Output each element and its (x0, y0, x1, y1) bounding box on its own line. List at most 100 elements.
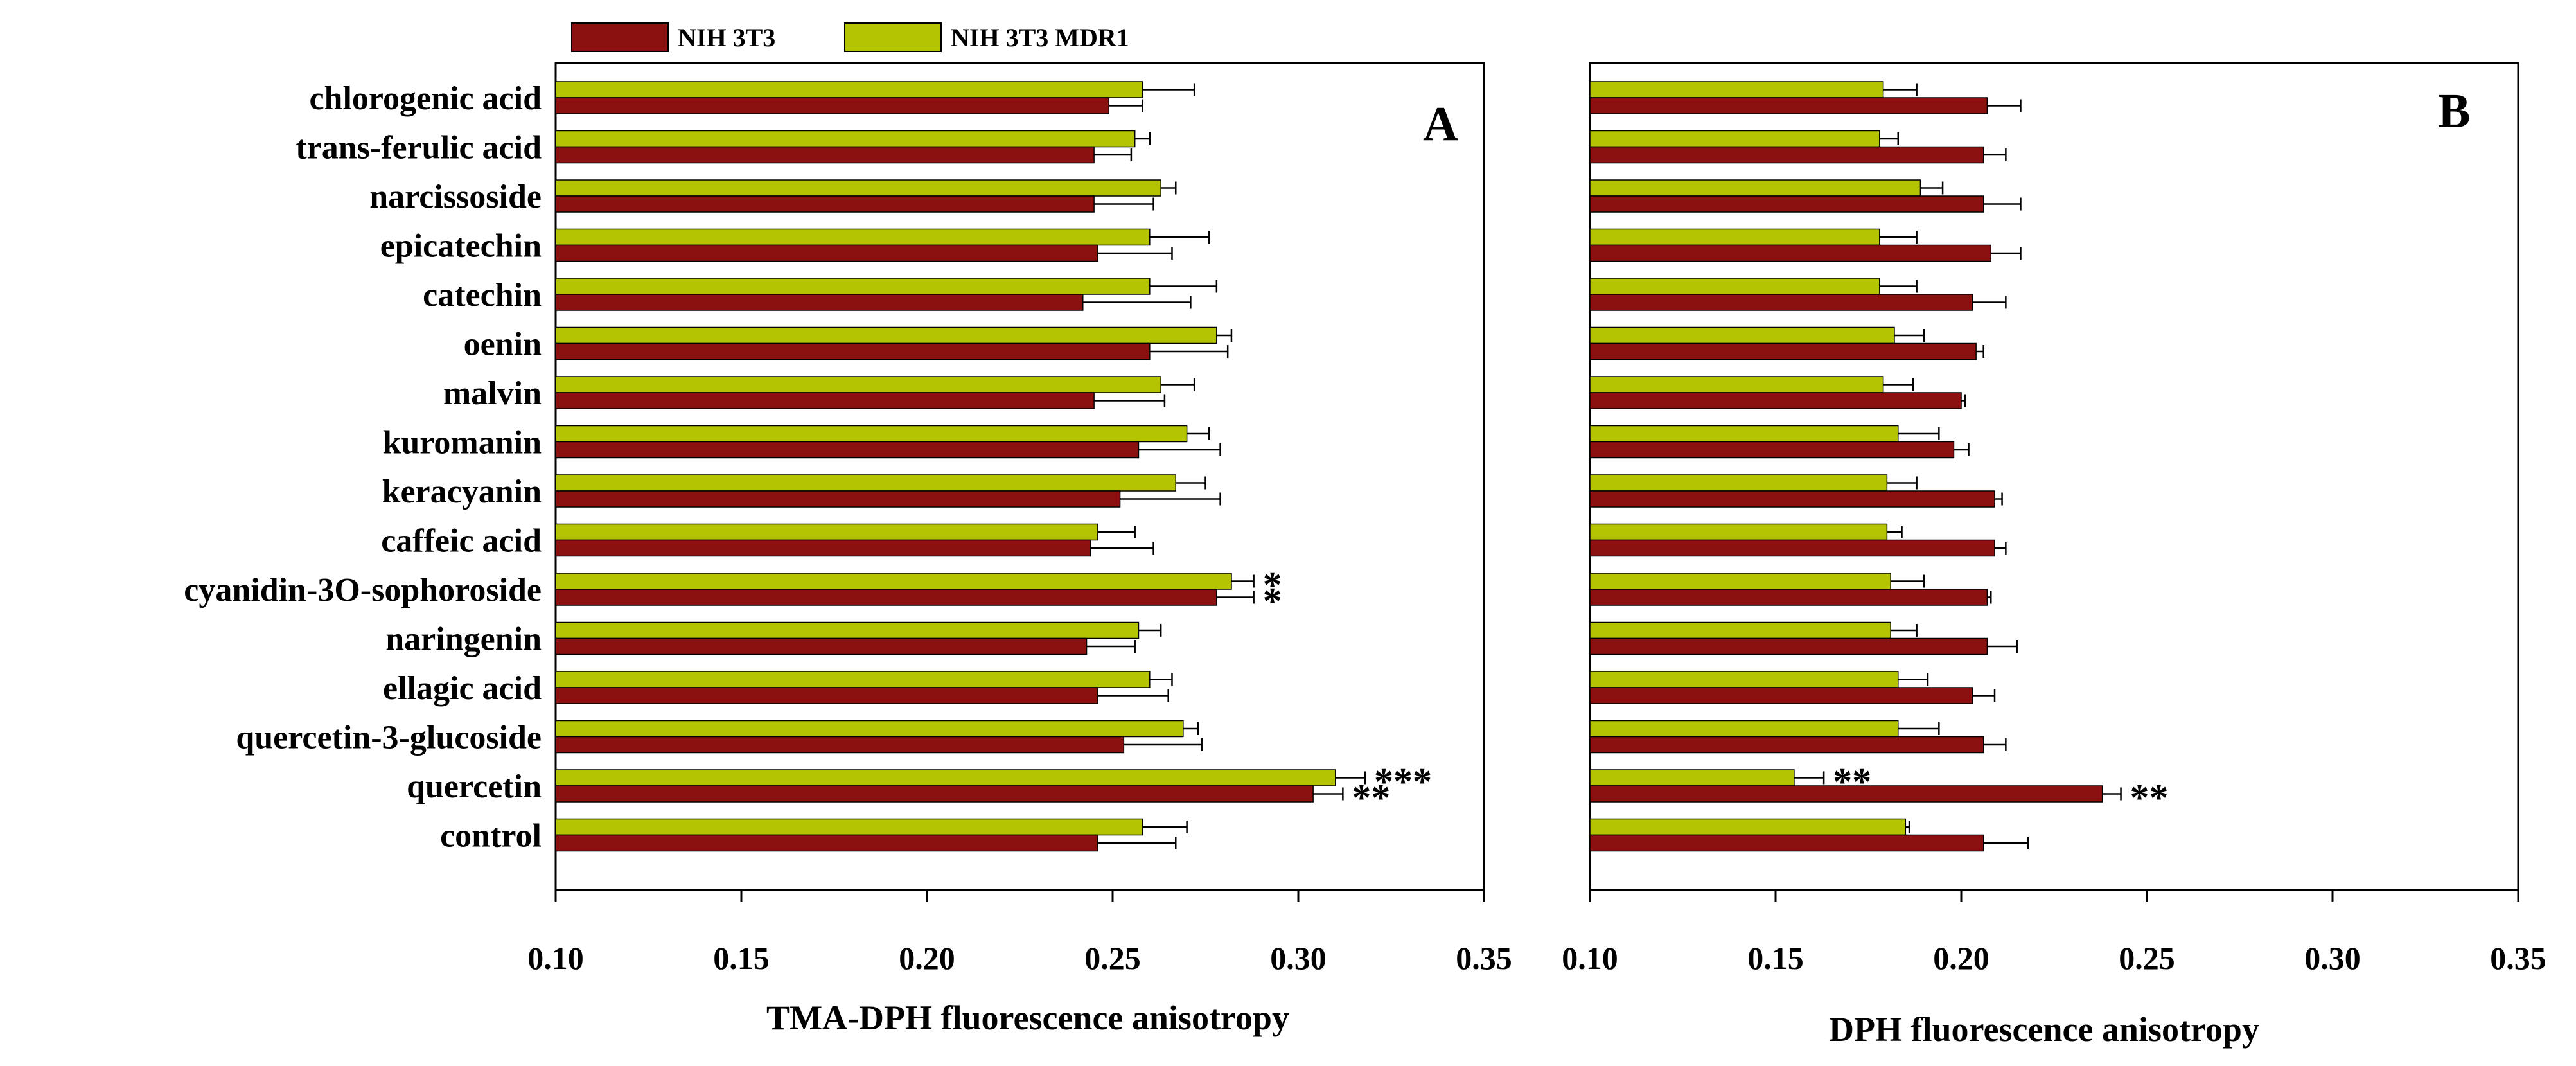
panel-b-bar-nih-3t3-oenin (1589, 342, 1977, 360)
panel-b-x-tick-label: 0.30 (2304, 940, 2361, 976)
panel-b-bar-nih-3t3-mdr1-trans-ferulic-acid (1589, 130, 1880, 148)
panel-a-bar-nih-3t3-mdr1-chlorogenic-acid (555, 81, 1143, 98)
legend: NIH 3T3 NIH 3T3 MDR1 (571, 22, 1129, 52)
panel-a-bar-nih-3t3-cyanidin-3o-sophoroside (555, 589, 1217, 606)
panel-b-bar-nih-3t3-cyanidin-3o-sophoroside (1589, 589, 1988, 606)
panel-a-bar-nih-3t3-mdr1-quercetin-3-glucoside (555, 720, 1184, 738)
panel-b-bar-nih-3t3-caffeic-acid (1589, 539, 1995, 557)
panel-b-bar-nih-3t3-malvin (1589, 392, 1962, 409)
category-label-cyanidin-3o-sophoroside: cyanidin-3O-sophoroside (184, 572, 542, 609)
panel-b-bar-nih-3t3-kuromanin (1589, 441, 1955, 459)
panel-b-bar-nih-3t3-ellagic-acid (1589, 687, 1973, 704)
panel-b-bar-nih-3t3-naringenin (1589, 637, 1988, 655)
panel-b-bar-nih-3t3-quercetin (1589, 785, 2103, 803)
panel-a-bar-nih-3t3-narcissoside (555, 195, 1095, 213)
panel-a-x-tick-label: 0.15 (713, 940, 770, 976)
panel-b-bar-nih-3t3-mdr1-chlorogenic-acid (1589, 81, 1884, 98)
panel-a-bar-nih-3t3-mdr1-naringenin (555, 621, 1140, 639)
panel-b-bar-nih-3t3-chlorogenic-acid (1589, 97, 1988, 114)
panel-a-x-axis-title: TMA-DPH fluorescence anisotropy (766, 999, 1289, 1037)
panel-a-bar-nih-3t3-mdr1-ellagic-acid (555, 671, 1151, 688)
category-label-kuromanin: kuromanin (382, 425, 542, 461)
panel-b-bar-nih-3t3-mdr1-naringenin (1589, 621, 1891, 639)
category-label-catechin: catechin (423, 277, 542, 314)
panel-a-significance-nih-3t3-cyanidin-3o-sophoroside: * (1263, 580, 1282, 623)
panel-a-x-tick-label: 0.30 (1270, 940, 1327, 976)
panel-a-x-axis: 0.10 0.15 0.20 0.25 0.30 0.35 (527, 890, 1512, 976)
panel-b-bar-nih-3t3-mdr1-quercetin-3-glucoside (1589, 720, 1899, 738)
panel-a-x-tick-label: 0.25 (1084, 940, 1141, 976)
panel-a-bar-nih-3t3-control (555, 834, 1098, 852)
panel-a-significance-nih-3t3-mdr1-quercetin: *** (1374, 761, 1432, 803)
panel-a-bar-nih-3t3-epicatechin (555, 244, 1098, 262)
panel-b-bar-nih-3t3-mdr1-narcissoside (1589, 179, 1921, 197)
category-label-epicatechin: epicatechin (380, 228, 542, 265)
panel-a-x-tick-label: 0.20 (899, 940, 955, 976)
panel-b-letter: B (2438, 84, 2471, 138)
panel-b-bar-nih-3t3-mdr1-kuromanin (1589, 425, 1899, 443)
panel-a-bar-nih-3t3-mdr1-narcissoside (555, 179, 1161, 197)
category-label-chlorogenic-acid: chlorogenic acid (309, 80, 542, 117)
panel-b-bar-nih-3t3-quercetin-3-glucoside (1589, 736, 1984, 754)
panel-b-bar-nih-3t3-mdr1-cyanidin-3o-sophoroside (1589, 573, 1891, 590)
category-label-naringenin: naringenin (385, 621, 542, 658)
panel-a-bar-nih-3t3-quercetin (555, 785, 1314, 803)
panel-b-x-tick-label: 0.20 (1933, 940, 1989, 976)
panel-a: ******* 0.10 0.15 0.20 0.25 0.30 0.35 A TMA-D… (527, 62, 1512, 1037)
panel-b-bar-nih-3t3-trans-ferulic-acid (1589, 146, 1984, 164)
category-label-trans-ferulic-acid: trans-ferulic acid (296, 130, 542, 166)
legend-swatch-nih-3t3-mdr1 (844, 22, 942, 52)
panel-b-bar-nih-3t3-mdr1-oenin (1589, 326, 1895, 344)
category-label-oenin: oenin (464, 326, 542, 363)
category-label-quercetin-3-glucoside: quercetin-3-glucoside (236, 720, 542, 756)
category-label-quercetin: quercetin (407, 768, 542, 805)
category-label-narcissoside: narcissoside (369, 179, 542, 215)
panel-a-bar-nih-3t3-chlorogenic-acid (555, 97, 1109, 114)
panel-b-bar-nih-3t3-narcissoside (1589, 195, 1984, 213)
panel-a-bar-nih-3t3-keracyanin (555, 490, 1121, 508)
panel-a-bar-nih-3t3-ellagic-acid (555, 687, 1098, 704)
panel-a-bar-nih-3t3-mdr1-control (555, 818, 1143, 836)
panel-a-bar-nih-3t3-mdr1-quercetin (555, 769, 1336, 786)
panel-a-letter: A (1423, 97, 1458, 151)
panel-b-bar-nih-3t3-mdr1-quercetin (1589, 769, 1795, 786)
category-label-keracyanin: keracyanin (382, 474, 542, 510)
panel-b-marks: ** ** (1589, 81, 2169, 852)
legend-label-nih-3t3-mdr1: NIH 3T3 MDR1 (951, 23, 1129, 52)
panel-b-bar-nih-3t3-catechin (1589, 294, 1973, 311)
panel-b-x-tick-label: 0.15 (1747, 940, 1804, 976)
panel-a-x-tick-label: 0.35 (1456, 940, 1512, 976)
panel-b-bar-nih-3t3-control (1589, 834, 1984, 852)
panel-b-x-tick-label: 0.35 (2490, 940, 2546, 976)
panel-b-bar-nih-3t3-mdr1-ellagic-acid (1589, 671, 1899, 688)
panel-b-bar-nih-3t3-mdr1-caffeic-acid (1589, 523, 1888, 541)
panel-a-bar-nih-3t3-kuromanin (555, 441, 1140, 459)
panel-a-bar-nih-3t3-catechin (555, 294, 1084, 311)
category-label-control: control (440, 818, 542, 855)
panel-a-bar-nih-3t3-quercetin-3-glucoside (555, 736, 1125, 754)
legend-label-nih-3t3: NIH 3T3 (678, 23, 775, 52)
panel-a-bar-nih-3t3-naringenin (555, 637, 1088, 655)
panel-b-x-axis-title: DPH fluorescence anisotropy (1829, 1010, 2259, 1049)
panel-a-bar-nih-3t3-mdr1-malvin (555, 376, 1161, 393)
category-label-ellagic-acid: ellagic acid (383, 670, 542, 707)
panel-b-bar-nih-3t3-mdr1-catechin (1589, 278, 1880, 295)
panel-b-bar-nih-3t3-epicatechin (1589, 244, 1991, 262)
panel-b: ** ** 0.10 0.15 0.20 0.25 0.30 0.35 B DPH fluo… (1562, 62, 2546, 1049)
panel-a-bar-nih-3t3-mdr1-epicatechin (555, 228, 1151, 246)
panel-b-x-tick-label: 0.10 (1562, 940, 1618, 976)
panel-a-bar-nih-3t3-caffeic-acid (555, 539, 1091, 557)
panel-a-bar-nih-3t3-malvin (555, 392, 1095, 409)
panel-b-bar-nih-3t3-mdr1-malvin (1589, 376, 1884, 393)
panel-a-significance-nih-3t3-quercetin: ** (1352, 777, 1390, 819)
panel-a-bar-nih-3t3-mdr1-keracyanin (555, 474, 1177, 492)
panel-b-significance-nih-3t3-quercetin: ** (2130, 777, 2169, 819)
panel-a-bar-nih-3t3-mdr1-trans-ferulic-acid (555, 130, 1136, 148)
panel-a-bar-nih-3t3-mdr1-oenin (555, 326, 1217, 344)
category-label-caffeic-acid: caffeic acid (381, 523, 542, 560)
category-label-malvin: malvin (443, 375, 542, 412)
panel-b-bar-nih-3t3-mdr1-control (1589, 818, 1907, 836)
panel-b-x-tick-label: 0.25 (2119, 940, 2175, 976)
panel-b-bar-nih-3t3-mdr1-keracyanin (1589, 474, 1888, 492)
